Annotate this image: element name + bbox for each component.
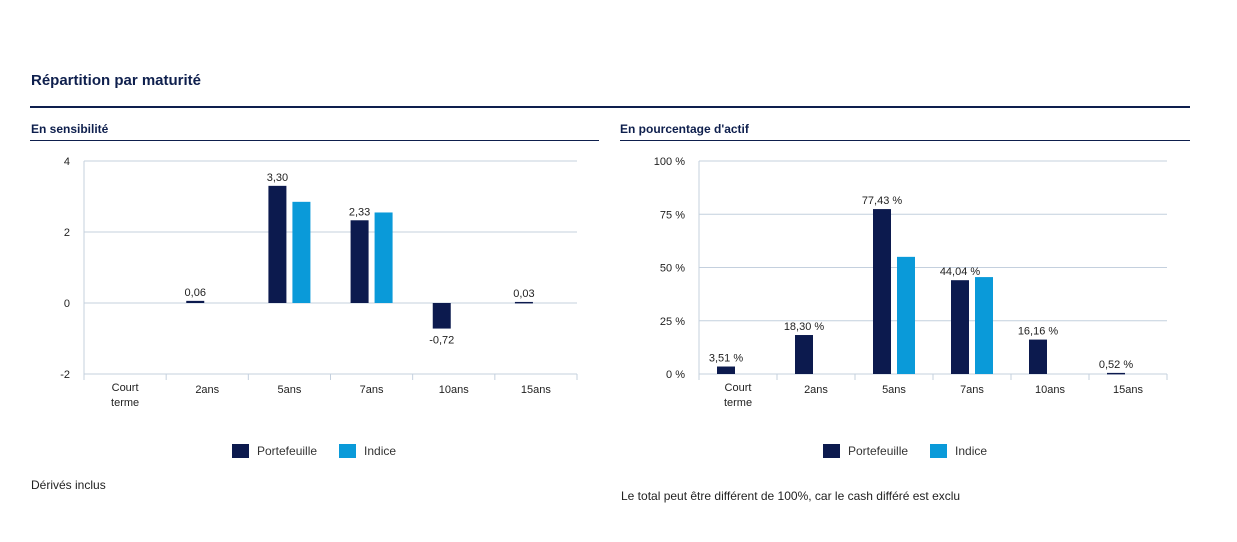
chart-sensibilite: -2 0 2 4 Court terme 2ans 5ans 7ans 10ans 15ans 0,0… — [60, 156, 578, 409]
x-tick-label: 10ans — [1035, 384, 1065, 396]
legend-label-indice: Indice — [955, 444, 988, 458]
y-tick-label: 0 % — [666, 369, 685, 381]
bar-portefeuille — [1029, 339, 1047, 374]
bar-portefeuille — [951, 280, 969, 374]
y-tick-label: 75 % — [660, 209, 685, 221]
y-tick-label: 0 — [64, 298, 70, 310]
note-derives: Dérivés inclus — [31, 478, 106, 492]
legend-label-portefeuille: Portefeuille — [848, 444, 909, 458]
data-label: 77,43 % — [862, 195, 903, 207]
data-label: 3,51 % — [709, 353, 743, 365]
data-label: 44,04 % — [940, 266, 981, 278]
data-label: -0,72 — [429, 335, 454, 347]
bar-indice — [292, 201, 311, 303]
chart-rule-pourcentage — [620, 140, 1190, 141]
legend-item-indice: Indice — [930, 444, 987, 458]
bar-portefeuille — [514, 301, 533, 304]
y-tick-label: 100 % — [654, 156, 685, 168]
legend-item-indice: Indice — [339, 444, 396, 458]
x-tick-label: Court terme — [111, 382, 139, 409]
x-tick-label: 10ans — [439, 384, 469, 396]
data-label: 0,52 % — [1099, 359, 1133, 371]
y-tick-label: 25 % — [660, 316, 685, 328]
bar-portefeuille — [873, 209, 891, 374]
legend-swatch-indice — [930, 444, 948, 458]
legend-right: Portefeuille Indice — [823, 444, 1009, 458]
bar-portefeuille — [717, 366, 735, 374]
legend-item-portefeuille: Portefeuille — [823, 444, 908, 458]
bar-portefeuille — [1107, 372, 1125, 375]
note-cash: Le total peut être différent de 100%, ca… — [621, 489, 961, 503]
data-label: 2,33 — [349, 206, 370, 218]
y-tick-label: -2 — [60, 369, 70, 381]
chart-title-pourcentage: En pourcentage d'actif — [620, 122, 749, 136]
legend-swatch-portefeuille — [232, 444, 249, 458]
x-tick-label: 15ans — [1113, 384, 1143, 396]
chart-rule-sensibilite — [30, 140, 599, 141]
bar-indice — [975, 277, 993, 374]
y-tick-label: 50 % — [660, 263, 685, 275]
bar-indice — [897, 256, 915, 374]
bar-portefeuille — [350, 220, 369, 303]
bar-portefeuille — [795, 335, 813, 374]
data-label: 0,06 — [185, 287, 206, 299]
legend-item-portefeuille: Portefeuille — [232, 444, 317, 458]
legend-left: Portefeuille Indice — [232, 444, 418, 458]
y-tick-label: 2 — [64, 227, 70, 239]
x-tick-label: 2ans — [195, 384, 219, 396]
x-tick-label: 2ans — [804, 384, 828, 396]
bar-indice — [374, 212, 393, 303]
page-title: Répartition par maturité — [31, 72, 202, 89]
x-tick-label: 15ans — [521, 384, 551, 396]
x-tick-label: 5ans — [277, 384, 301, 396]
title-divider — [30, 106, 1190, 108]
x-tick-label: 7ans — [960, 384, 984, 396]
y-tick-label: 4 — [64, 156, 70, 168]
data-label: 0,03 — [513, 288, 534, 300]
data-label: 16,16 % — [1018, 326, 1059, 338]
data-label: 18,30 % — [784, 321, 825, 333]
x-tick-label: 7ans — [360, 384, 384, 396]
legend-swatch-indice — [339, 444, 357, 458]
x-tick-label: 5ans — [882, 384, 906, 396]
data-label: 3,30 — [267, 172, 288, 184]
legend-label-portefeuille: Portefeuille — [257, 444, 318, 458]
x-tick-label: Court terme — [724, 382, 752, 409]
bar-portefeuille — [186, 300, 205, 303]
chart-pourcentage: 0 % 25 % 50 % 75 % 100 % Court terme 2ans 5ans 7a… — [654, 156, 1168, 409]
legend-label-indice: Indice — [364, 444, 397, 458]
bar-portefeuille — [432, 303, 451, 329]
chart-title-sensibilite: En sensibilité — [31, 122, 109, 136]
legend-swatch-portefeuille — [823, 444, 840, 458]
bar-portefeuille — [268, 185, 287, 303]
